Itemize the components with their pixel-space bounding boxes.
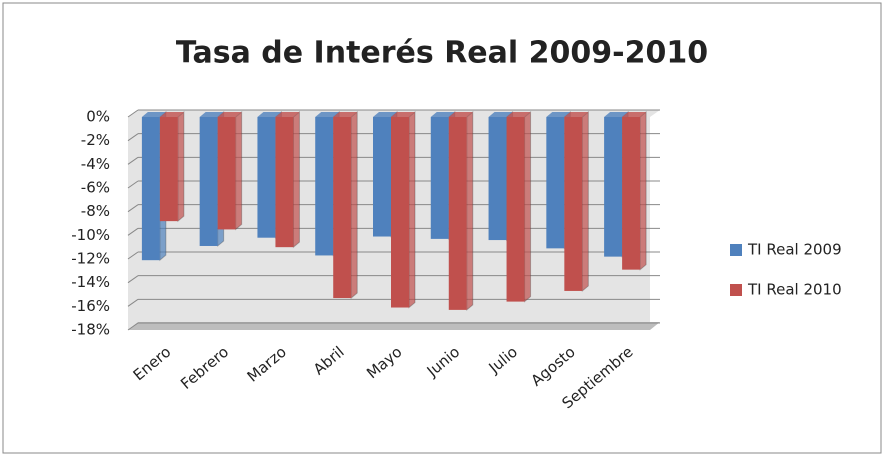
- bar-side: [350, 110, 358, 300]
- bar: [448, 117, 467, 310]
- bar-top: [546, 112, 571, 117]
- bar-top: [315, 112, 340, 117]
- bar-side: [581, 110, 589, 293]
- y-tick-label: -6%: [81, 179, 110, 197]
- grid-line: [127, 204, 139, 213]
- grid-line: [127, 251, 139, 260]
- bar: [391, 117, 409, 308]
- y-tick-label: -18%: [71, 321, 110, 339]
- bar-side: [466, 110, 474, 311]
- bar-side: [177, 110, 185, 223]
- bar-top: [159, 112, 184, 117]
- bar-top: [141, 112, 166, 117]
- bar-top: [333, 112, 358, 117]
- bar-top: [373, 112, 397, 117]
- bar-top: [604, 112, 629, 117]
- bar-top: [257, 112, 282, 117]
- grid-line: [127, 180, 139, 189]
- grid-line: [127, 156, 139, 165]
- bar: [604, 117, 623, 257]
- y-tick-label: -12%: [71, 250, 110, 268]
- bar: [275, 117, 294, 248]
- y-tick-label: -16%: [71, 297, 110, 315]
- legend-swatch: [730, 284, 742, 296]
- y-tick-label: -8%: [81, 202, 110, 220]
- grid-line: [127, 227, 139, 236]
- legend-label: TI Real 2009: [747, 241, 842, 259]
- bar: [257, 117, 276, 238]
- bar: [564, 117, 583, 291]
- bar: [488, 117, 507, 241]
- legend-swatch: [730, 244, 742, 256]
- bar: [217, 117, 236, 230]
- bar-side: [524, 110, 532, 303]
- bar-top: [275, 112, 300, 117]
- y-tick-label: 0%: [86, 108, 110, 126]
- bar: [315, 117, 334, 256]
- bar-top: [622, 112, 647, 117]
- bar-side: [408, 110, 416, 309]
- bar-top: [199, 112, 224, 117]
- bar: [333, 117, 352, 299]
- bar: [430, 117, 449, 239]
- y-tick-label: -2%: [81, 131, 110, 149]
- bar-side: [292, 110, 300, 249]
- bar: [546, 117, 565, 249]
- bar-top: [217, 112, 242, 117]
- grid-line: [127, 133, 139, 142]
- plot-floor: [128, 322, 660, 330]
- chart-title: Tasa de Interés Real 2009-2010: [176, 36, 708, 71]
- bar-top: [448, 112, 473, 117]
- grid-line: [127, 275, 139, 284]
- bar: [622, 117, 641, 270]
- bar: [506, 117, 525, 302]
- bar: [373, 117, 391, 237]
- bar-side: [639, 110, 647, 271]
- legend-label: TI Real 2010: [747, 281, 842, 299]
- y-tick-label: -4%: [81, 155, 110, 173]
- grid-line: [127, 322, 139, 331]
- bar-side: [235, 110, 243, 231]
- bar: [199, 117, 218, 246]
- grid-line: [127, 109, 139, 118]
- bar-top: [488, 112, 513, 117]
- bar-top: [564, 112, 589, 117]
- y-tick-label: -10%: [71, 226, 110, 244]
- bar-top: [506, 112, 531, 117]
- bar-top: [430, 112, 455, 117]
- bar: [141, 117, 160, 261]
- grid-line: [127, 298, 139, 307]
- bar: [159, 117, 178, 222]
- bar-top: [391, 112, 415, 117]
- y-tick-label: -14%: [71, 273, 110, 291]
